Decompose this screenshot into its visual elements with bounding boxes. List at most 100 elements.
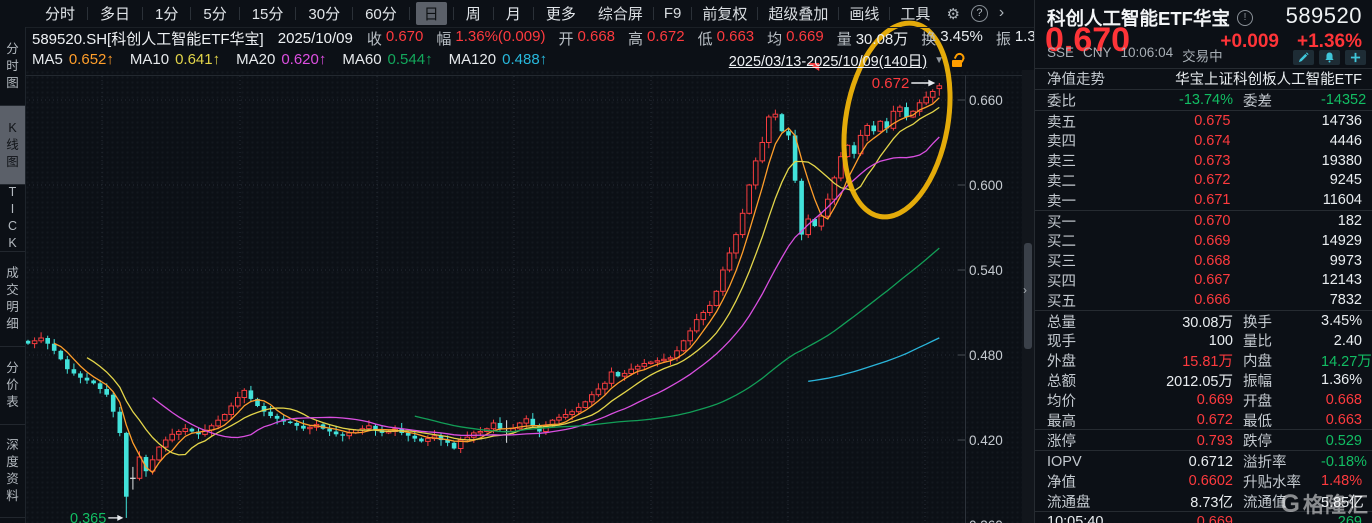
chevron-right-icon[interactable]: › [998,3,1005,21]
bid-label: 买三 [1047,254,1076,271]
ask-row-卖四[interactable]: 卖四 0.674 4446 [1035,130,1372,151]
ask-row-卖三[interactable]: 卖三 0.673 19380 [1035,150,1372,171]
ask-row-卖二[interactable]: 卖二 0.672 9245 [1035,170,1372,190]
separator [838,7,840,20]
bid-label: 买二 [1047,234,1076,251]
period-tab-日[interactable]: 日 [415,2,447,25]
bid-qty: 12143 [1321,272,1362,289]
field-value: 0.663 [716,27,755,45]
period-tab-60分[interactable]: 60分 [365,6,397,23]
ma-item-MA20: MA20 0.620↑ [236,51,326,68]
quote-field-开: 开 0.668 [558,28,615,49]
date-range-selector[interactable]: 2025/03/13-2025/10/09(140日) ▼ [729,50,967,70]
stat-label: 涨停 [1047,434,1076,451]
nav-trend-row[interactable]: 净值走势 华宝上证科创板人工智能ETF [1035,68,1372,89]
field-label: 振 [995,30,1011,48]
sidebar-item-char: 资 [6,472,19,486]
scrollbar-handle[interactable] [1024,243,1032,349]
tool-F9[interactable]: F9 [663,5,682,22]
stat-label: 外盘 [1047,354,1076,371]
ma-name: MA10 [129,51,170,68]
tick-price: 0.669 [1196,513,1233,523]
stat-value: 8.73亿 [1190,494,1233,511]
separator [889,7,891,20]
period-tab-月[interactable]: 月 [505,6,521,23]
stat-value: 0.669 [1196,392,1233,409]
sidebar-item-char: 深 [6,438,19,452]
period-toolbar: 分时 多日 1分 5分 15分 30分 60分 日 周 月 更多 综合屏 F9 前复权 超级叠加 画线 工具 ⚙… [25,0,1372,28]
ma-name: MA120 [448,51,497,68]
stat-label: 总额 [1047,373,1076,390]
quote-time: 10:06:04 [1120,45,1174,60]
period-tabs: 分时 多日 1分 5分 15分 30分 60分 日 周 月 更多 [25,1,588,26]
field-label: 收 [366,30,382,48]
period-tab-更多[interactable]: 更多 [545,6,576,23]
tool-工具[interactable]: 工具 [900,6,931,23]
field-value: 0.668 [577,27,616,45]
tool-前复权[interactable]: 前复权 [702,6,748,23]
sidebar-item-char: 图 [6,154,19,169]
kline-chart-surface[interactable] [25,70,1022,523]
bid-row-买一[interactable]: 买一 0.670 182 [1035,209,1372,231]
sidebar-item-分时图[interactable]: 分时图 [0,27,25,106]
ask-row-卖一[interactable]: 卖一 0.671 11604 [1035,190,1372,210]
exchange-label: SSE [1047,45,1075,60]
sidebar-item-char: K [8,120,17,135]
field-value: 0.669 [786,27,824,45]
sidebar-item-成交明细[interactable]: 成交明细 [0,252,25,347]
period-tab-5分[interactable]: 5分 [203,6,227,23]
add-button[interactable] [1345,50,1366,65]
field-value: 0.670 [385,27,424,45]
bid-qty: 14929 [1321,232,1362,249]
ask-row-卖五[interactable]: 卖五 0.675 14736 [1035,109,1372,131]
sidebar-item-深度资料[interactable]: 深度资料 [0,425,25,518]
sidebar-item-分价表[interactable]: 分价表 [0,347,25,425]
sidebar-item-超[interactable]: 超 [0,518,25,523]
period-tab-多日[interactable]: 多日 [100,6,131,23]
period-tab-30分[interactable]: 30分 [308,6,341,23]
stat-value: 0.793 [1196,432,1233,449]
bid-qty: 182 [1337,213,1362,230]
bid-label: 买一 [1047,214,1076,231]
period-tab-周[interactable]: 周 [465,6,481,23]
gear-icon[interactable]: ⚙ [946,5,960,23]
stat-value: -0.18% [1321,453,1367,470]
stat-value: 14.27万 [1321,354,1372,371]
ask-label: 卖一 [1047,193,1076,210]
bid-price: 0.670 [1194,213,1231,230]
panel-scrollbar[interactable]: › [1022,70,1034,523]
ma-row: MA5 0.652↑ MA10 0.641↑ MA20 0.620↑ MA60 0.544↑ M… [25,49,1372,70]
separator [452,7,454,20]
nav-value: 华宝上证科创板人工智能ETF [1175,72,1362,89]
period-tab-分时[interactable]: 分时 [45,6,76,23]
weibi-value: -13.74% [1178,92,1233,109]
unlock-icon[interactable] [951,50,967,67]
bid-row-买三[interactable]: 买三 0.668 9973 [1035,250,1372,271]
info-icon[interactable]: ! [1236,10,1253,26]
stat-value: 5.85亿 [1321,494,1364,511]
ask-label: 卖三 [1047,154,1076,171]
ask-label: 卖五 [1047,114,1076,131]
period-tab-15分[interactable]: 15分 [251,6,284,23]
chevron-right-icon: › [1023,283,1027,297]
chevron-down-icon[interactable]: ▼ [934,54,944,66]
bid-row-买二[interactable]: 买二 0.669 14929 [1035,230,1372,251]
tool-画线[interactable]: 画线 [849,6,880,23]
bid-row-买五[interactable]: 买五 0.666 7832 [1035,290,1372,310]
bid-row-买四[interactable]: 买四 0.667 12143 [1035,270,1372,290]
sidebar-item-char: 价 [6,378,19,392]
sidebar-item-char: 表 [6,395,19,409]
tool-超级叠加[interactable]: 超级叠加 [768,6,829,23]
separator [190,7,192,20]
period-tab-1分[interactable]: 1分 [155,6,179,23]
stat-label: 升贴水率 [1243,474,1301,491]
edit-button[interactable] [1293,50,1314,65]
tick-qty: 269 [1337,513,1362,523]
stat-label: 振幅 [1243,373,1272,390]
ask-price: 0.672 [1194,172,1231,189]
tool-综合屏[interactable]: 综合屏 [597,6,643,23]
help-icon[interactable]: ? [970,5,988,22]
alert-bell-button[interactable] [1319,50,1340,65]
